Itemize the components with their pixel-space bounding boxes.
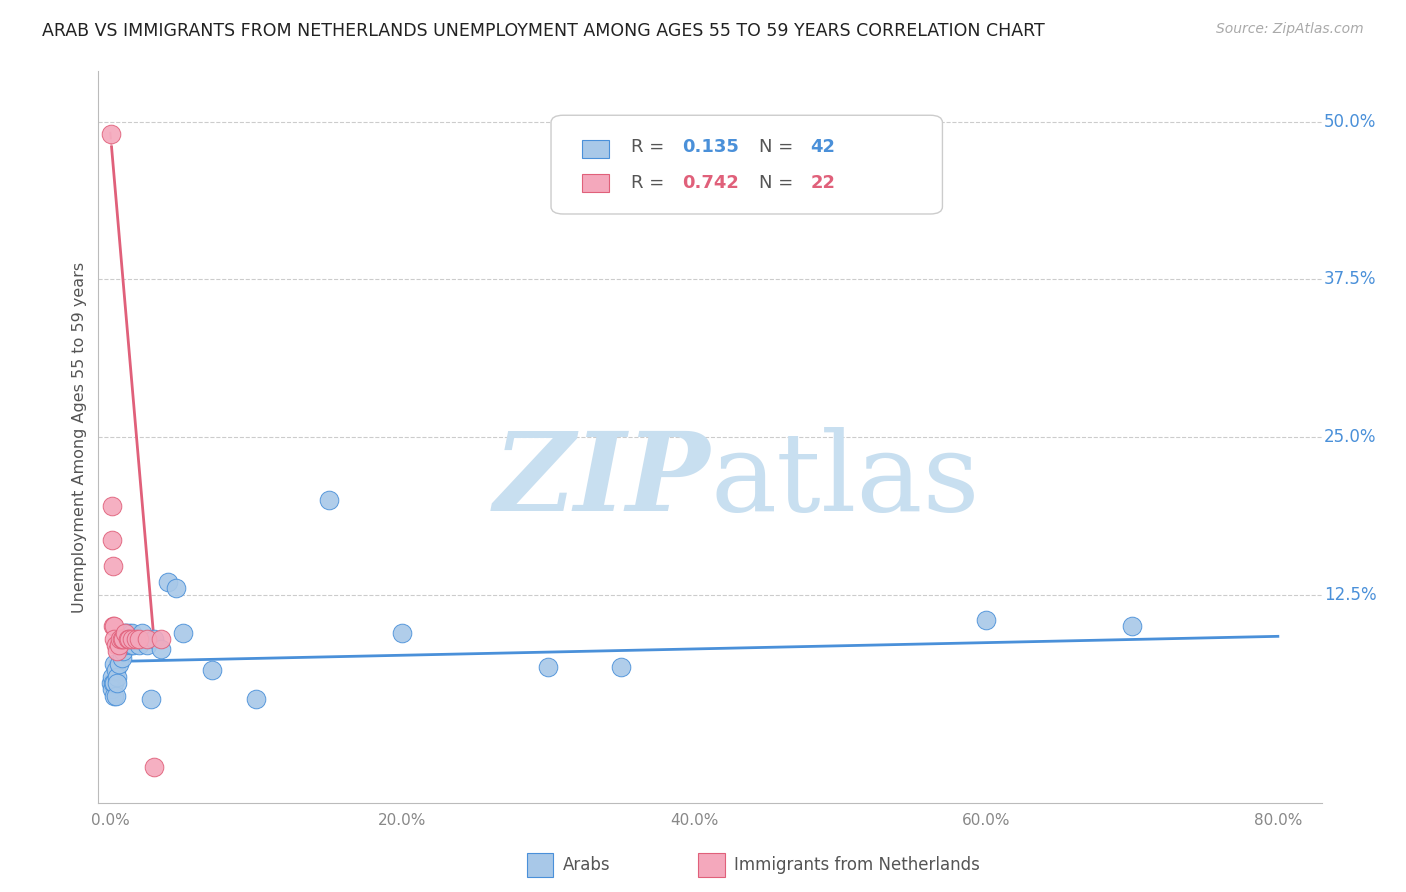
Point <box>117 632 139 646</box>
Point <box>150 632 173 646</box>
Point <box>108 638 131 652</box>
Point <box>108 657 131 671</box>
Point <box>101 619 124 633</box>
Point <box>974 613 997 627</box>
Point <box>100 676 122 690</box>
Point <box>105 644 128 658</box>
Text: 25.0%: 25.0% <box>1324 428 1376 446</box>
Point <box>245 692 267 706</box>
Point <box>103 619 125 633</box>
Text: R =: R = <box>630 138 669 156</box>
Point <box>101 676 124 690</box>
Text: 22: 22 <box>810 174 835 192</box>
Point <box>318 493 340 508</box>
Text: N =: N = <box>759 174 799 192</box>
Text: atlas: atlas <box>710 427 980 534</box>
Point <box>110 632 132 646</box>
Point <box>120 638 142 652</box>
Point <box>101 682 124 697</box>
Point <box>117 632 139 646</box>
Text: Arabs: Arabs <box>564 856 610 874</box>
Text: 12.5%: 12.5% <box>1324 586 1376 604</box>
Point <box>104 689 127 703</box>
Point <box>105 676 128 690</box>
Text: ZIP: ZIP <box>494 427 710 534</box>
Text: 50.0%: 50.0% <box>1324 112 1376 131</box>
Point <box>121 632 143 646</box>
Point <box>135 632 157 646</box>
Text: 42: 42 <box>810 138 835 156</box>
Text: N =: N = <box>759 138 799 156</box>
Point <box>142 760 165 774</box>
Text: 0.135: 0.135 <box>682 138 738 156</box>
Point <box>142 632 165 646</box>
Point <box>103 657 125 671</box>
Point <box>131 625 153 640</box>
Point <box>391 625 413 640</box>
Point <box>610 659 633 673</box>
FancyBboxPatch shape <box>551 115 942 214</box>
Bar <box>697 854 724 877</box>
Point <box>122 638 145 652</box>
Point <box>201 664 224 678</box>
Point <box>118 625 141 640</box>
Point <box>103 676 125 690</box>
Text: 0.742: 0.742 <box>682 174 738 192</box>
Point <box>128 632 150 646</box>
Point <box>150 642 173 657</box>
Point <box>165 582 187 596</box>
Point <box>100 670 122 684</box>
Bar <box>582 140 609 158</box>
Point <box>135 638 157 652</box>
Point <box>115 625 138 640</box>
Point <box>121 625 143 640</box>
Point <box>103 689 125 703</box>
Bar <box>526 854 554 877</box>
Point <box>101 558 124 573</box>
Point <box>172 625 194 640</box>
Point <box>111 650 134 665</box>
Point <box>111 632 134 646</box>
Point <box>100 533 122 548</box>
Point <box>125 632 148 646</box>
Point <box>100 500 122 514</box>
Point <box>114 638 136 652</box>
Point <box>103 632 125 646</box>
Point <box>128 638 150 652</box>
Point <box>157 575 180 590</box>
Point <box>104 638 127 652</box>
Bar <box>582 174 609 192</box>
Text: ARAB VS IMMIGRANTS FROM NETHERLANDS UNEMPLOYMENT AMONG AGES 55 TO 59 YEARS CORRE: ARAB VS IMMIGRANTS FROM NETHERLANDS UNEM… <box>42 22 1045 40</box>
Text: R =: R = <box>630 174 669 192</box>
Text: 37.5%: 37.5% <box>1324 270 1376 288</box>
Point <box>105 670 128 684</box>
Point <box>125 632 148 646</box>
Point <box>104 664 127 678</box>
Point <box>139 692 162 706</box>
Point <box>537 659 560 673</box>
Point <box>112 632 135 646</box>
Point <box>1121 619 1143 633</box>
Text: Immigrants from Netherlands: Immigrants from Netherlands <box>734 856 980 874</box>
Point <box>112 644 135 658</box>
Point <box>114 625 136 640</box>
Point <box>114 625 136 640</box>
Point <box>100 128 122 142</box>
Point <box>124 632 146 646</box>
Y-axis label: Unemployment Among Ages 55 to 59 years: Unemployment Among Ages 55 to 59 years <box>72 261 87 613</box>
Point <box>118 632 141 646</box>
Point <box>110 638 132 652</box>
Text: Source: ZipAtlas.com: Source: ZipAtlas.com <box>1216 22 1364 37</box>
